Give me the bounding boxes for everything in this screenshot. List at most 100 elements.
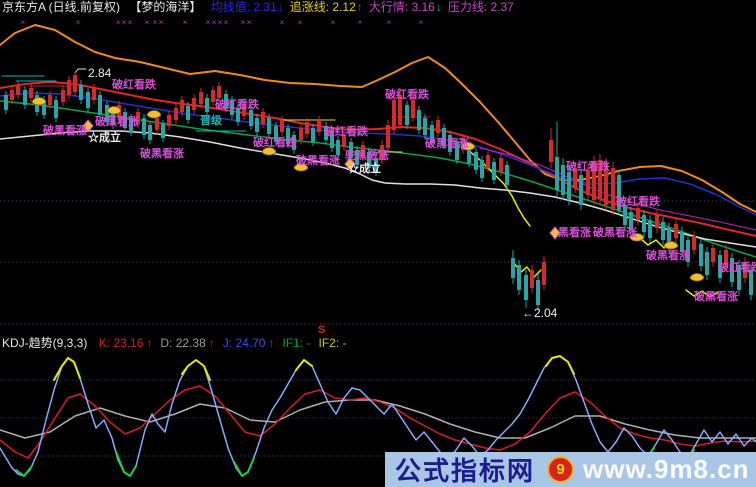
kdj-j-trough — [233, 457, 255, 477]
gold-ingot-marker — [663, 241, 679, 250]
signal-annotation: 破黑看涨 — [593, 225, 637, 239]
candle-up — [61, 90, 65, 102]
candle-down — [480, 160, 484, 178]
candle-up — [380, 145, 384, 160]
candle-down — [111, 110, 115, 125]
kdj-j-peak — [545, 355, 575, 375]
candle-up — [573, 168, 577, 188]
candle-up — [530, 270, 534, 288]
signal-annotation: 破红看跌 — [566, 159, 611, 173]
signal-x-mark: × — [224, 18, 229, 27]
signal-x-mark: × — [76, 18, 81, 27]
candle-down — [667, 228, 671, 248]
gold-ingot-marker — [146, 110, 162, 119]
candle-down — [249, 110, 253, 126]
candle-down — [448, 135, 452, 152]
9m8-logo-icon: 9 — [547, 456, 575, 483]
candle-up — [167, 115, 171, 126]
candle-up — [692, 236, 696, 250]
candle-down — [129, 118, 133, 132]
candle-down — [4, 95, 8, 110]
candle-up — [67, 80, 71, 95]
candle-down — [367, 152, 371, 168]
candle-up — [586, 170, 590, 195]
candle-up — [398, 95, 402, 125]
candle-up — [305, 122, 309, 134]
candle-up — [155, 118, 159, 130]
signal-x-mark: × — [247, 18, 252, 27]
candle-up — [711, 248, 715, 262]
main-chart-title-bar: 京东方A (日线.前复权) 【梦的海洋】 均线值: 2.31↓ 追涨线: 2.12… — [2, 0, 526, 14]
kdj-indicator-item: D: 22.38 — [160, 336, 206, 350]
pressure-orange — [0, 24, 756, 213]
candle-up — [174, 108, 178, 120]
candle-down — [98, 95, 102, 115]
candle-down — [555, 157, 559, 190]
candle-down — [274, 126, 278, 142]
signal-x-mark: × — [387, 18, 392, 27]
guide-yellow-4 — [685, 289, 719, 298]
gold-ingot-marker — [460, 142, 476, 151]
candle-down — [123, 112, 127, 128]
gold-diamond-marker — [344, 157, 356, 171]
candle-down — [79, 85, 83, 100]
candle-down — [517, 265, 521, 290]
indicator-item-arrow-icon: ↓ — [435, 0, 442, 14]
candle-up — [411, 100, 415, 118]
candle-down — [699, 244, 703, 266]
signal-annotation: 破红看跌 — [112, 77, 157, 91]
candle-down — [579, 175, 583, 205]
candle-down — [161, 124, 165, 138]
candle-down — [567, 172, 571, 200]
signal-x-mark: × — [358, 18, 363, 27]
signal-annotation: 破黑看涨 — [425, 136, 469, 150]
candle-down — [148, 125, 152, 140]
candle-up — [499, 158, 503, 172]
gold-ingot-marker — [261, 147, 277, 156]
signal-annotation: 破红看跌 — [385, 87, 430, 101]
candle-down — [336, 140, 340, 155]
indicator-item: 压力线: 2.37 — [447, 0, 514, 14]
kdj-indicator-item-arrow-icon: ↑ — [268, 336, 275, 350]
candle-down — [236, 108, 240, 122]
signal-x-mark: × — [419, 18, 424, 27]
price-label: 2.84 — [88, 66, 112, 80]
candle-up — [211, 90, 215, 102]
candle-down — [561, 165, 565, 195]
kdj-values: K: 23.16 ↑ D: 22.38 ↑ J: 24.70 ↑ IF1: - IF2: - — [99, 336, 355, 350]
signal-x-mark: × — [206, 18, 211, 27]
candle-up — [724, 250, 728, 265]
indicator-item: 大行情: 3.16 — [368, 0, 435, 14]
signal-x-mark: × — [122, 18, 127, 27]
candle-up — [636, 208, 640, 220]
candle-down — [349, 142, 353, 158]
candle-down — [230, 100, 234, 115]
candle-down — [324, 126, 328, 140]
candle-down — [442, 128, 446, 145]
candle-up — [604, 163, 608, 205]
signal-annotation: 破黑看涨 — [43, 123, 87, 137]
signal-x-mark: × — [153, 18, 158, 27]
signal-x-mark: × — [159, 18, 164, 27]
candle-up — [217, 86, 221, 98]
signal-annotation: 破黑看涨 — [140, 146, 184, 160]
candle-down — [54, 100, 58, 118]
candle-down — [455, 142, 459, 160]
candle-down — [749, 270, 753, 295]
signal-annotation: ☆成立 — [348, 161, 381, 175]
gold-ingot-marker — [31, 97, 47, 106]
gold-diamond-marker — [549, 226, 561, 240]
candle-up — [743, 262, 747, 278]
gold-ingot-marker — [629, 233, 645, 242]
kdj-indicator-item: IF2: - — [318, 336, 347, 350]
signal-x-mark: × — [183, 18, 188, 27]
kdj-k — [0, 385, 756, 459]
kdj-indicator-item: K: 23.16 — [98, 336, 144, 350]
candle-down — [737, 265, 741, 290]
kdj-j-peak — [53, 357, 81, 381]
indicator-item: 均线值: 2.31 — [210, 0, 277, 14]
candle-up — [192, 98, 196, 110]
kdj-title: KDJ-趋势(9,3,3) — [2, 336, 88, 350]
candle-down — [142, 118, 146, 135]
